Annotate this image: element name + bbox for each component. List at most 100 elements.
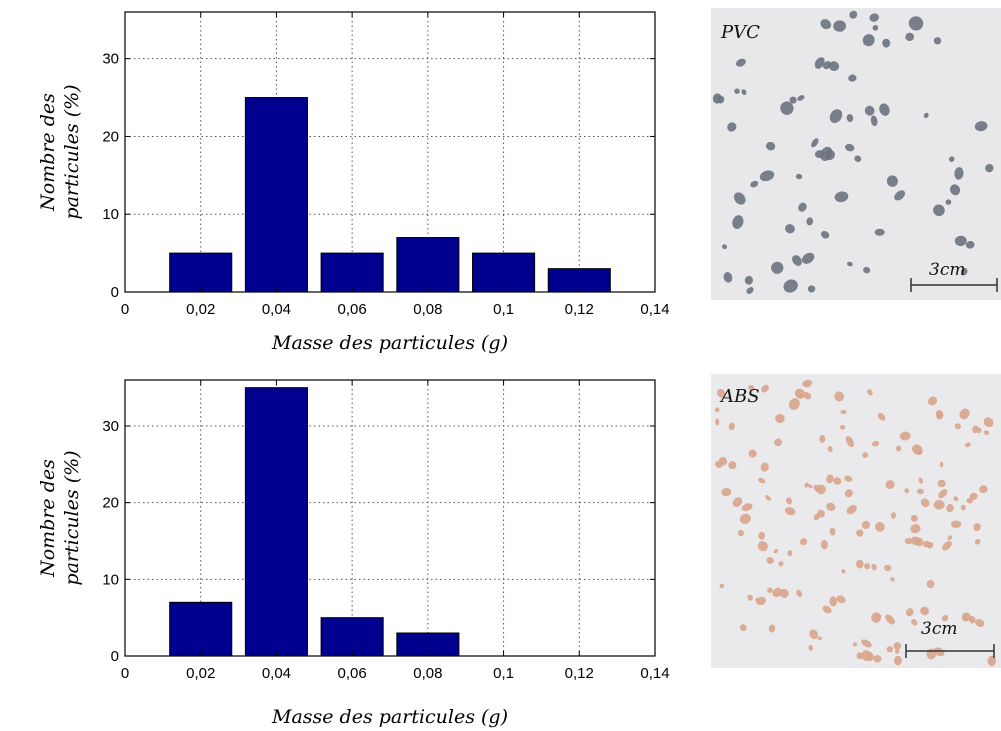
chart-abs-ytick-label: 20 (102, 495, 119, 512)
abs-particle (864, 563, 871, 570)
abs-particle (938, 489, 948, 499)
abs-particle (896, 445, 902, 452)
abs-particle (778, 561, 784, 567)
pvc-particle (733, 192, 746, 205)
abs-particle (846, 504, 857, 515)
abs-particle (904, 488, 910, 494)
chart-pvc-xlabel: Masse des particules (g) (271, 332, 508, 354)
pvc-particle (985, 163, 994, 173)
pvc-particle (820, 146, 833, 161)
abs-particle (917, 450, 923, 456)
chart-abs-plot-frame (124, 379, 656, 657)
pvc-particle (828, 61, 840, 71)
photo-pvc-svg: PVC 3cm (711, 8, 1001, 300)
abs-particle (893, 642, 902, 650)
abs-particle (715, 418, 720, 426)
histogram-abs: 0 0,02 0,04 0,06 0,08 0,1 0,12 0,14 0 10 20 30 Masse… (0, 365, 690, 731)
chart-abs-ylabel-line: Nombre des (37, 459, 59, 578)
abs-particle (748, 384, 755, 391)
chart-pvc-ytick-label: 20 (102, 128, 119, 145)
chart-abs-bar-0,04 (244, 387, 308, 657)
abs-particle (829, 596, 837, 607)
chart-pvc-bars (169, 97, 611, 293)
abs-particle (876, 613, 882, 619)
abs-particle (875, 522, 885, 532)
chart-pvc-xtick-label: 0,12 (565, 301, 594, 318)
pvc-particle (974, 121, 988, 132)
abs-particle (809, 629, 819, 640)
abs-particle (877, 413, 886, 421)
photo-abs-label: ABS (719, 386, 760, 407)
abs-particle (950, 520, 962, 528)
abs-particle (928, 396, 938, 406)
pvc-particle (933, 204, 945, 217)
pvc-particle (823, 61, 831, 70)
abs-particle (765, 495, 772, 501)
abs-particle (852, 642, 858, 647)
abs-particle (741, 503, 753, 512)
abs-particle (871, 563, 877, 571)
pvc-particle (727, 122, 737, 132)
abs-particle (817, 636, 823, 641)
abs-particle (841, 569, 846, 574)
chart-abs-xtick-label: 0 (121, 665, 129, 682)
pvc-particle (806, 217, 814, 226)
pvc-particle (846, 261, 853, 267)
chart-abs-ytick-label: 10 (102, 571, 119, 588)
photo-pvc-background (711, 8, 1001, 300)
abs-particle (748, 449, 757, 458)
pvc-particle (829, 109, 843, 123)
abs-particle (937, 479, 946, 488)
chart-pvc-ticks: 0 0,02 0,04 0,06 0,08 0,1 0,12 0,14 0 10 20 30 (102, 12, 670, 318)
abs-particle (906, 608, 914, 617)
pvc-particle (945, 199, 952, 205)
pvc-particle (862, 34, 875, 47)
photo-abs-scale-label: 3cm (921, 619, 957, 639)
abs-particle (959, 408, 970, 420)
pvc-particle (864, 105, 875, 116)
abs-particle (926, 579, 935, 589)
abs-particle (714, 407, 720, 413)
abs-particle (767, 587, 773, 594)
abs-particle (719, 583, 725, 589)
abs-particle (732, 497, 743, 507)
abs-particle (856, 529, 864, 537)
abs-particle (939, 461, 944, 468)
abs-particle (829, 527, 836, 536)
abs-particle (904, 537, 913, 545)
pvc-particle (814, 57, 825, 69)
abs-particle (728, 422, 735, 431)
abs-particle (785, 497, 793, 505)
chart-abs-bars (169, 387, 460, 657)
abs-particle (728, 461, 737, 470)
pvc-particle (846, 114, 854, 122)
pvc-particle (948, 156, 955, 162)
abs-particle (721, 487, 732, 497)
pvc-particle (886, 175, 898, 187)
photo-abs-particles: ABS 3cm (711, 374, 1001, 668)
pvc-particle (905, 32, 915, 42)
pvc-particle (785, 224, 795, 234)
abs-particle (803, 391, 812, 400)
abs-particle (794, 388, 806, 399)
chart-abs-xtick-label: 0,08 (413, 665, 442, 682)
pvc-particle (894, 190, 906, 201)
abs-particle (918, 477, 924, 484)
pvc-particle (908, 16, 924, 31)
chart-pvc-bar-0,04 (244, 97, 308, 293)
abs-particle (774, 438, 782, 447)
pvc-particle (765, 141, 776, 151)
chart-abs-bar-0,06 (320, 617, 384, 657)
histogram-pvc-svg: 0 0,02 0,04 0,06 0,08 0,1 0,12 0,14 0 10 20 30 Masse… (37, 11, 670, 354)
chart-pvc-bar-0,1 (472, 252, 536, 293)
abs-particle (873, 655, 882, 663)
photo-pvc-scale-bar (910, 278, 998, 292)
abs-particle (968, 615, 976, 624)
pvc-particle (734, 88, 740, 94)
pvc-particle (820, 19, 832, 30)
pvc-particle (965, 241, 975, 249)
abs-particle (867, 389, 873, 396)
chart-abs-ytick-label: 0 (111, 648, 119, 665)
abs-particle (964, 442, 971, 448)
abs-particle (885, 480, 895, 489)
